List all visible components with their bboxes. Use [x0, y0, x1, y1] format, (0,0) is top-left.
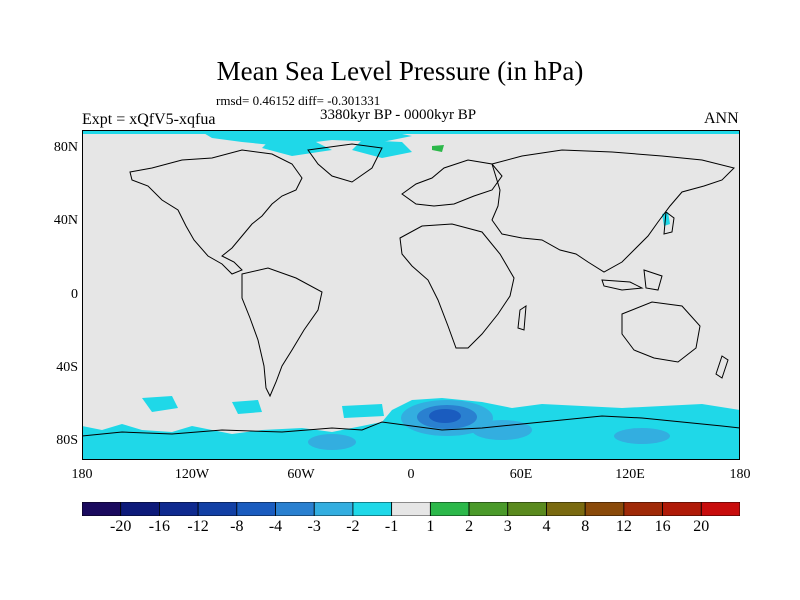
colorbar-swatch	[507, 502, 547, 516]
patch-arctic-1	[202, 130, 412, 146]
lat-label-40n: 40N	[53, 213, 78, 228]
patch-japan	[662, 212, 670, 226]
lat-label-80s: 80S	[56, 433, 78, 448]
lat-label-80n: 80N	[53, 140, 78, 155]
colorbar-label: -8	[230, 518, 244, 535]
colorbar-swatch	[159, 502, 199, 516]
colorbar-label: 16	[654, 518, 671, 535]
period-text: 3380kyr BP - 0000kyr BP	[320, 107, 477, 123]
coast-asia	[491, 149, 735, 273]
anomaly-patches	[82, 130, 740, 460]
colorbar-label: 2	[465, 518, 474, 535]
coast-south-america	[241, 267, 323, 398]
coast-north-america	[129, 149, 303, 275]
lon-label-0: 0	[407, 467, 415, 482]
colorbar-swatch	[546, 502, 586, 516]
coast-europe	[401, 159, 503, 207]
world-map	[82, 130, 740, 460]
colorbar-label: -20	[110, 518, 132, 535]
experiment-label: Expt = xQfV5-xqfua	[82, 111, 216, 128]
lat-label-0: 0	[71, 287, 78, 302]
colorbar-label: -12	[187, 518, 209, 535]
colorbar-swatch	[700, 502, 740, 516]
colorbar-swatch	[623, 502, 663, 516]
colorbar-label: -3	[307, 518, 321, 535]
colorbar-swatch	[429, 502, 470, 516]
colorbar-label: -1	[384, 518, 399, 535]
lon-label-60e: 60E	[509, 467, 533, 482]
patch-arctic-2	[262, 138, 332, 156]
coast-antarctica	[82, 415, 740, 437]
lon-label-180w: 180	[71, 467, 93, 482]
colorbar-swatch	[352, 502, 393, 516]
colorbar-swatch	[391, 502, 431, 516]
colorbar-swatch	[662, 502, 702, 516]
coast-madagascar	[517, 305, 527, 331]
coastlines	[82, 143, 740, 437]
lon-label-120w: 120W	[174, 467, 210, 482]
lat-label-40s: 40S	[56, 360, 78, 375]
patch-core-3	[429, 409, 461, 423]
coast-new-zealand	[715, 355, 729, 379]
lon-label-180e: 180	[729, 467, 751, 482]
colorbar-label: -4	[268, 518, 283, 535]
lon-label-120e: 120E	[615, 467, 645, 482]
season-label: ANN	[704, 110, 739, 127]
colorbar-label: 12	[615, 518, 632, 535]
coast-japan	[663, 211, 675, 235]
patch-pacific-south-2	[232, 400, 262, 414]
coast-greenland	[307, 143, 383, 183]
colorbar-label: 4	[542, 518, 551, 535]
colorbar-label: -16	[148, 518, 171, 535]
patch-indian-blue	[614, 428, 670, 444]
colorbar-swatch	[584, 502, 625, 516]
colorbar-swatch	[275, 502, 315, 516]
colorbar-swatch	[468, 502, 509, 516]
patch-pacific-south-1	[142, 396, 178, 412]
map-frame	[82, 130, 740, 460]
chart-title: Mean Sea Level Pressure (in hPa)	[216, 56, 584, 86]
colorbar-label: 3	[503, 518, 512, 535]
colorbar-swatch	[120, 502, 160, 516]
colorbar-label: -2	[346, 518, 360, 535]
lon-label-60w: 60W	[287, 467, 315, 482]
coast-se-asia-islands	[601, 269, 663, 291]
coast-africa	[399, 223, 515, 349]
colorbar	[82, 502, 740, 516]
stats-text: rmsd= 0.46152 diff= -0.301331	[216, 93, 381, 108]
colorbar-label: 8	[581, 518, 590, 535]
colorbar-swatch	[236, 502, 276, 516]
patch-pacific-blue	[308, 434, 356, 450]
patch-atlantic-south	[342, 404, 384, 418]
colorbar-label: 1	[426, 518, 435, 535]
patch-greenland-green	[432, 145, 444, 152]
colorbar-label: 20	[693, 518, 710, 535]
coast-australia	[621, 301, 701, 363]
colorbar-swatch	[82, 502, 122, 516]
colorbar-swatch	[313, 502, 354, 516]
colorbar-swatch	[197, 502, 238, 516]
